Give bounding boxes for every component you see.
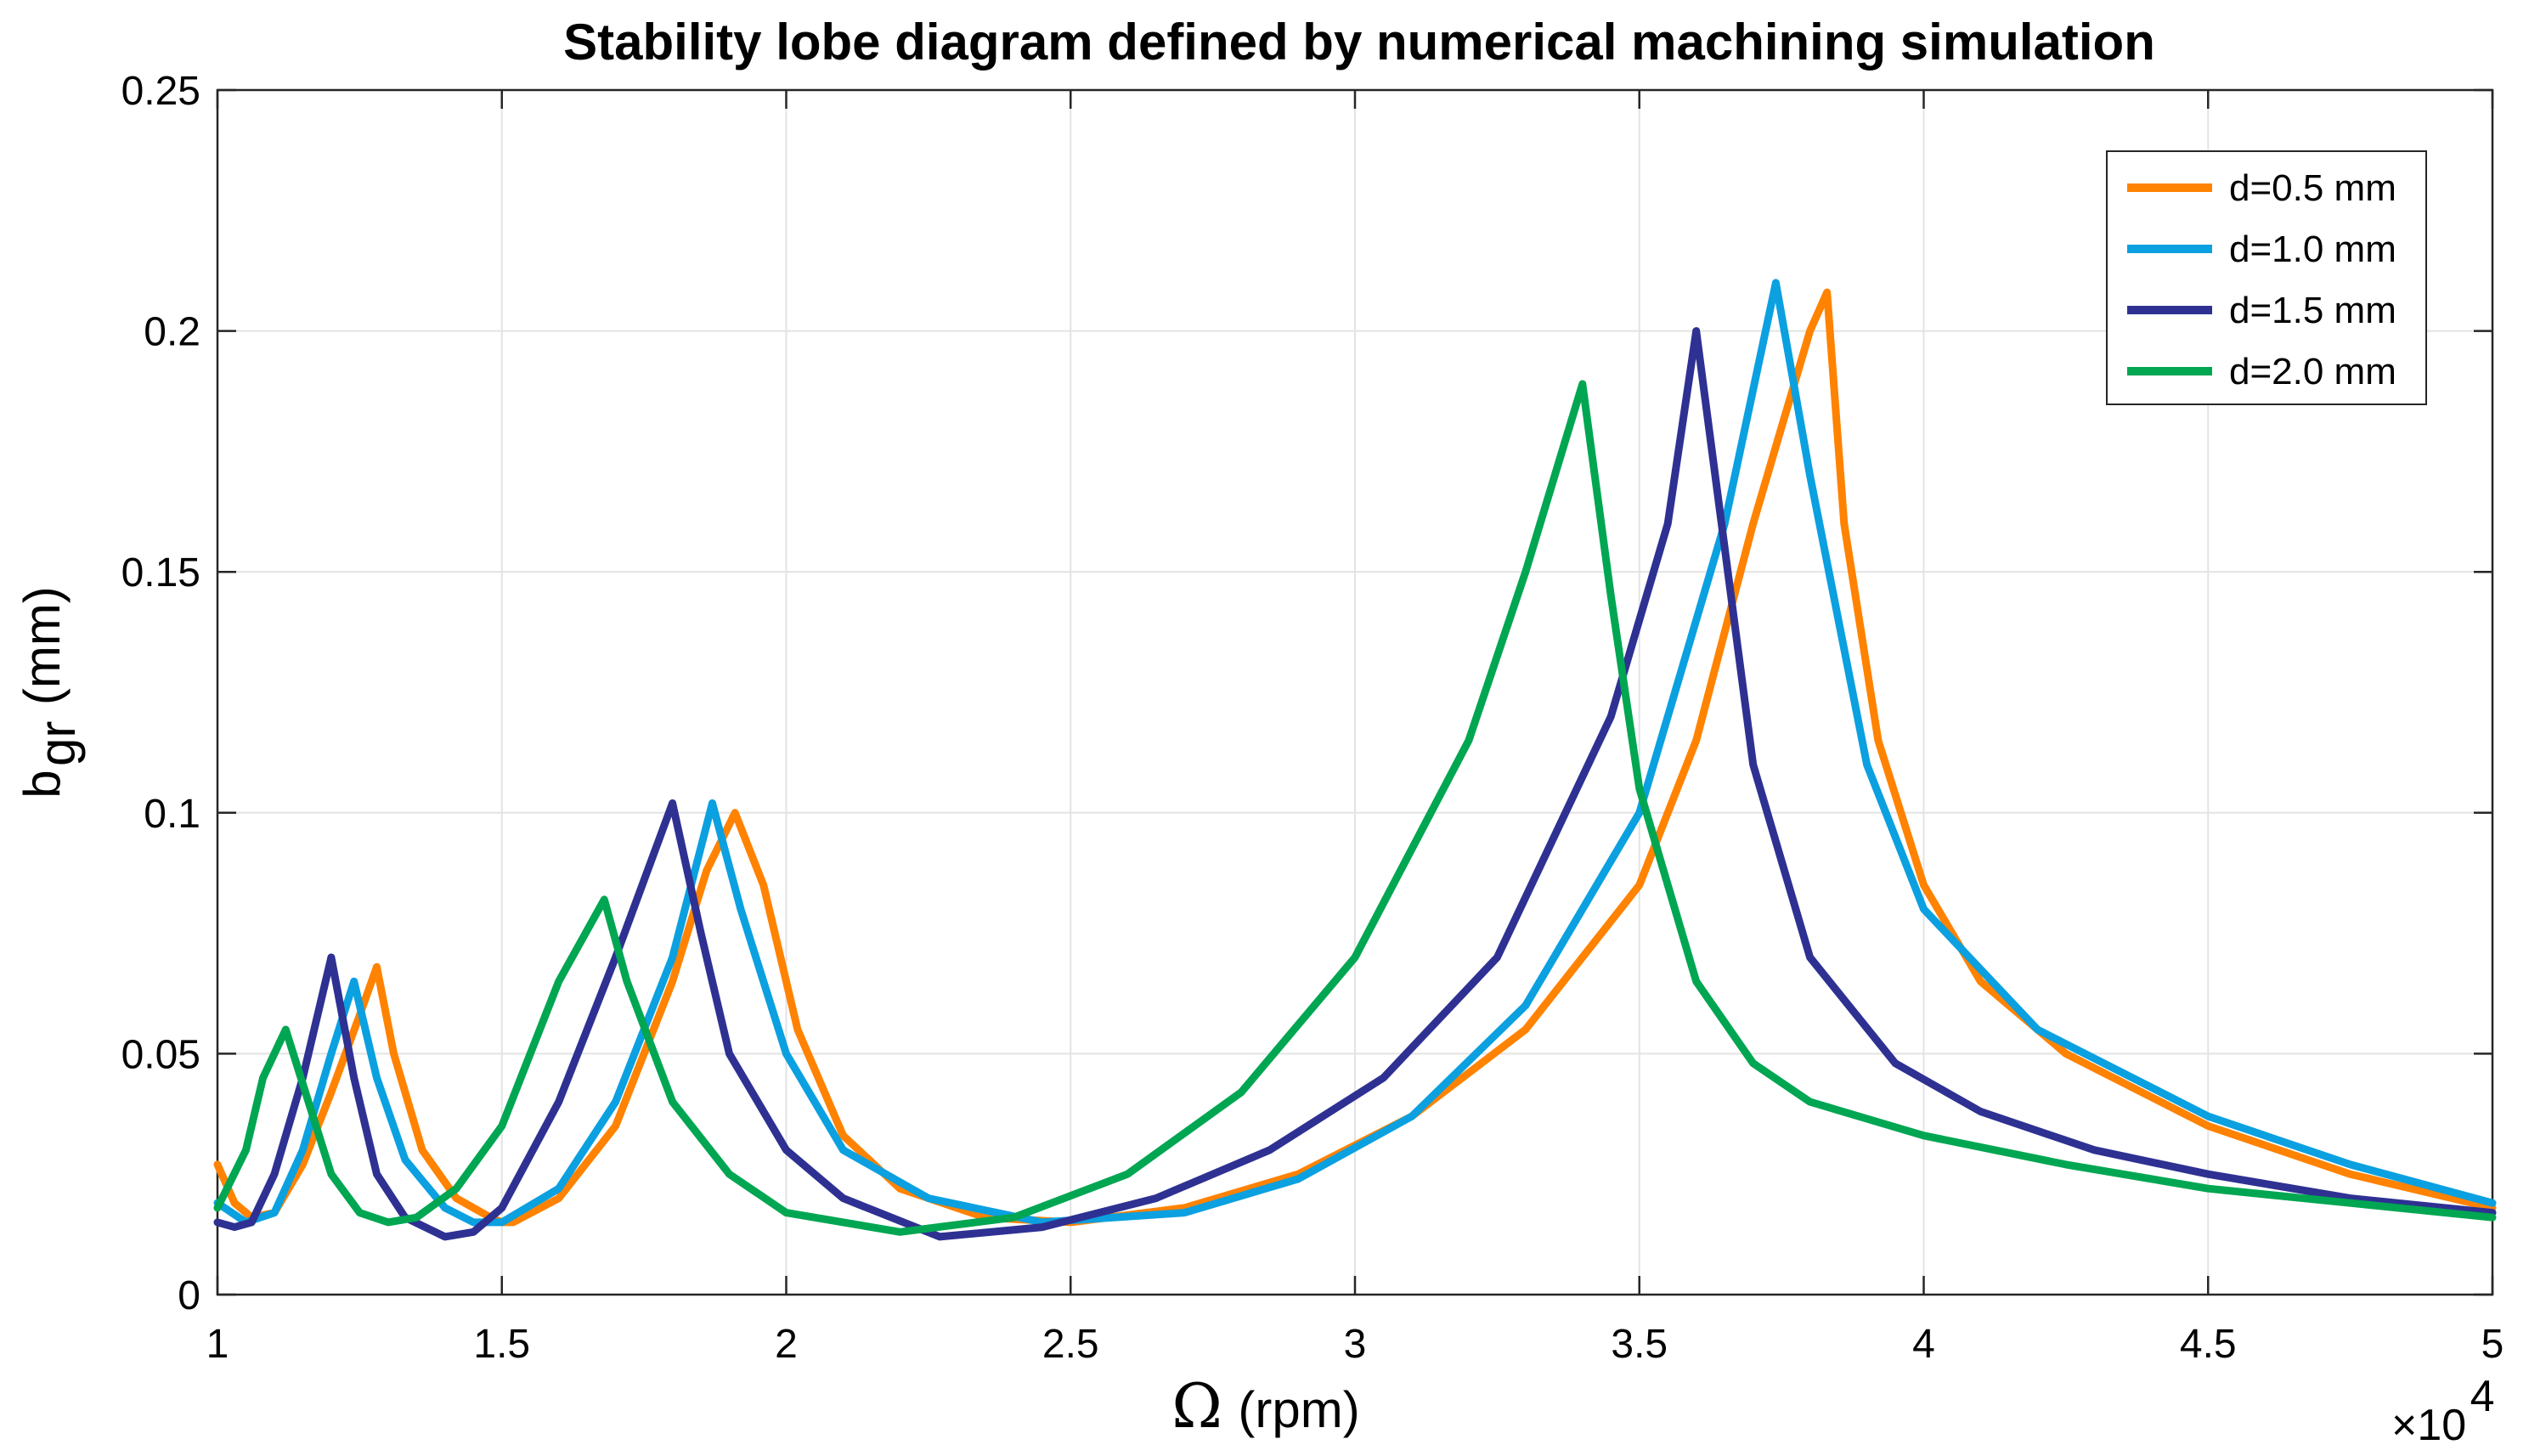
x-tick-label: 4.5 (2180, 1322, 2237, 1367)
y-axis-unit: (mm) (14, 586, 71, 705)
y-axis-base: b (14, 770, 71, 798)
x-axis-exponent: ×10 4 (2391, 1372, 2495, 1450)
x-axis-label: Ω (rpm) (1171, 1370, 1359, 1442)
y-tick-label: 0.25 (121, 69, 200, 114)
series-line-3 (213, 327, 2497, 1241)
x-tick-label: 2 (775, 1322, 798, 1367)
y-axis-subscript: gr (29, 721, 86, 766)
legend-label-2: d=1.0 mm (2229, 229, 2396, 270)
y-tick-labels: 0 0.05 0.1 0.15 0.2 0.25 (121, 69, 200, 1318)
x-tick-label: 1 (206, 1322, 229, 1367)
series-lines (213, 279, 2497, 1241)
y-tick-label: 0.2 (144, 310, 200, 355)
series-line-2 (213, 279, 2497, 1227)
x-tick-label: 1.5 (473, 1322, 530, 1367)
x-tick-label: 3 (1344, 1322, 1367, 1367)
x-tick-label: 3.5 (1611, 1322, 1668, 1367)
legend: d=0.5 mm d=1.0 mm d=1.5 mm d=2.0 mm (2106, 150, 2427, 405)
x-tick-label: 4 (1912, 1322, 1935, 1367)
chart-title: Stability lobe diagram defined by numeri… (563, 14, 2155, 71)
x-tick-label: 2.5 (1042, 1322, 1099, 1367)
legend-label-4: d=2.0 mm (2229, 351, 2396, 392)
y-tick-label: 0.15 (121, 550, 200, 595)
y-tick-label: 0 (178, 1273, 200, 1318)
x-tick-label: 5 (2481, 1322, 2504, 1367)
series-line-4 (213, 380, 2497, 1236)
x-exponent-power: 4 (2470, 1372, 2495, 1421)
series-line-1 (213, 288, 2497, 1227)
x-tick-labels: 1 1.5 2 2.5 3 3.5 4 4.5 5 (206, 1322, 2504, 1367)
omega-symbol: Ω (1171, 1370, 1222, 1442)
x-axis-unit: (rpm) (1238, 1381, 1359, 1438)
legend-label-3: d=1.5 mm (2229, 290, 2396, 331)
y-tick-label: 0.1 (144, 792, 200, 837)
x-exponent-prefix: ×10 (2391, 1401, 2466, 1450)
y-tick-label: 0.05 (121, 1032, 200, 1077)
legend-label-1: d=0.5 mm (2229, 167, 2396, 209)
legend-box (2106, 150, 2427, 405)
axis-ticks (216, 88, 2494, 1296)
y-axis-label: b gr (mm) (14, 586, 86, 799)
